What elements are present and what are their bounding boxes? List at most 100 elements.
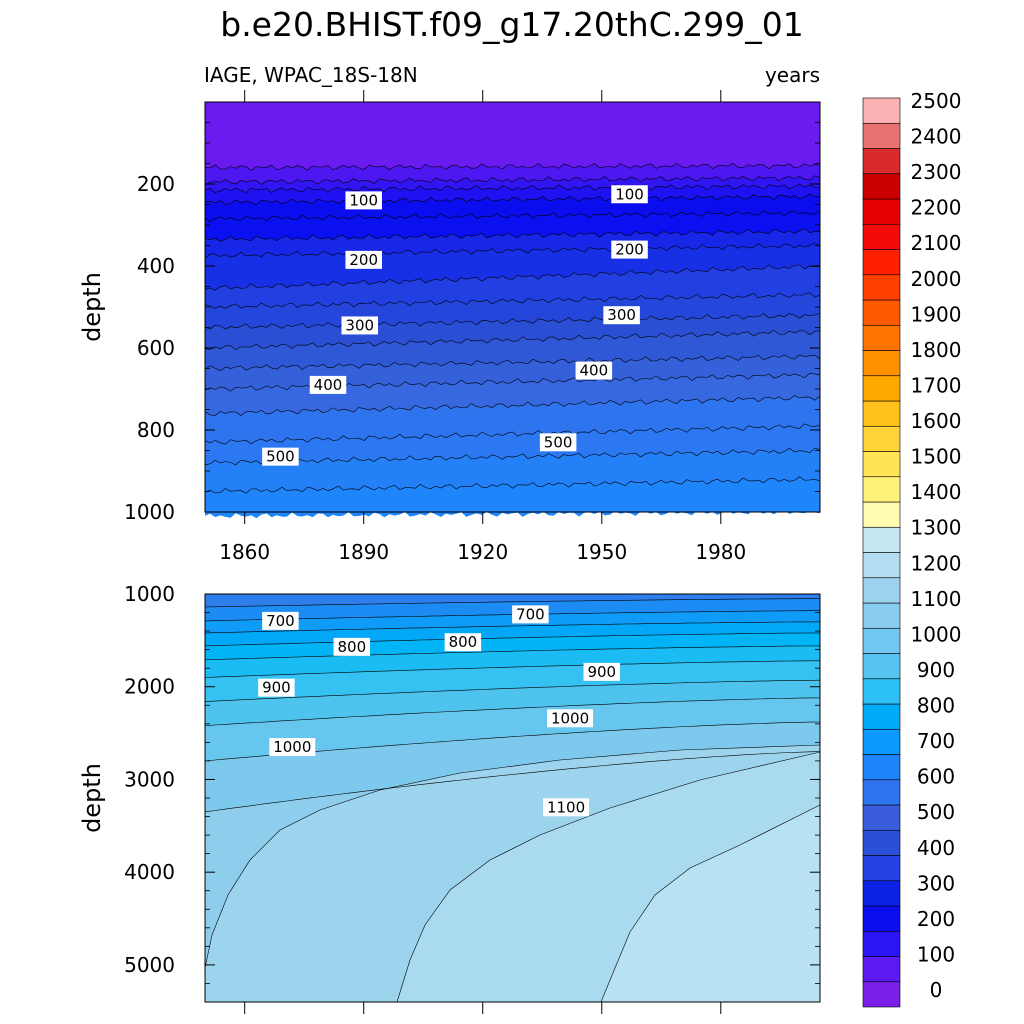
deep-contour-line: [204, 660, 820, 678]
upper-contour-label: 400: [314, 376, 343, 394]
colorbar-swatch: [862, 249, 901, 276]
colorbar-swatch: [862, 274, 901, 301]
colorbar-swatch: [862, 653, 901, 680]
deep-contour-label-bg: [333, 637, 371, 656]
deep-contour-line: [204, 645, 821, 661]
upper-contour-label: 200: [615, 241, 644, 259]
colorbar-swatch: [862, 425, 901, 452]
colorbar-swatch: [862, 350, 901, 377]
colorbar-swatch: [862, 880, 901, 907]
colorbar-label: 800: [917, 694, 955, 718]
upper-contour-line: [204, 183, 821, 193]
upper-y-axis-label: depth: [78, 272, 106, 342]
upper-y-tick-label: 400: [137, 254, 175, 278]
colorbar-label: 600: [917, 765, 955, 789]
colorbar-label: 200: [917, 907, 955, 931]
colorbar-swatch: [862, 122, 901, 149]
colorbar-swatch: [862, 703, 901, 730]
upper-contour-label-bg: [611, 185, 648, 204]
colorbar-swatch: [862, 97, 901, 124]
colorbar-label: 0: [930, 978, 943, 1002]
upper-contour-line: [204, 423, 821, 445]
upper-contour-line: [204, 329, 821, 351]
colorbar-label: 1400: [911, 480, 962, 504]
colorbar-label: 1500: [911, 445, 962, 469]
deep-contour-label: 800: [449, 633, 478, 651]
upper-contour-line: [204, 292, 821, 309]
deep-contour-label-bg: [547, 709, 594, 728]
deep-y-tick-label: 1000: [124, 582, 175, 606]
upper-contour-line: [204, 354, 821, 371]
upper-contour-label-bg: [575, 361, 613, 380]
deep-contour-label: 1000: [551, 709, 589, 727]
deep-y-axis-label: depth: [78, 763, 106, 833]
deep-contour-label-bg: [583, 662, 621, 681]
colorbar-label: 100: [917, 942, 955, 966]
deep-contour-line: [204, 744, 821, 969]
deep-contour-line: [204, 632, 821, 647]
deep-contour-label: 700: [516, 605, 545, 623]
deep-y-tick-label: 4000: [124, 860, 175, 884]
deep-contour-label: 1100: [547, 798, 585, 816]
colorbar-swatch: [862, 501, 901, 528]
deep-contour-line: [204, 697, 820, 726]
deep-contour-label-bg: [269, 738, 316, 756]
upper-contour-line: [204, 372, 821, 392]
upper-contour-label: 300: [607, 306, 636, 324]
deep-contour-line: [600, 804, 821, 1003]
colorbar-label: 2500: [911, 89, 962, 113]
colorbar-swatch: [862, 173, 901, 200]
colorbar-label: 1100: [911, 587, 962, 611]
colorbar-label: 1200: [911, 551, 962, 575]
colorbar-swatch: [862, 375, 901, 402]
colorbar-swatch: [862, 930, 901, 957]
deep-contour-line: [396, 751, 821, 1003]
colorbar-swatch: [862, 324, 901, 351]
deep-contour-line: [204, 598, 821, 608]
upper-contour-label-bg: [345, 191, 382, 210]
colorbar-swatch: [862, 728, 901, 755]
upper-y-tick-label: 800: [137, 418, 175, 442]
colorbar-swatch: [862, 981, 901, 1008]
colorbar-swatch: [862, 476, 901, 503]
upper-contour-label-bg: [341, 316, 378, 335]
deep-fill-region: [601, 805, 820, 1002]
deep-contour-label-bg: [543, 798, 590, 817]
upper-contour-label: 100: [615, 185, 644, 203]
deep-contour-label: 900: [587, 663, 616, 681]
colorbar-label: 2200: [911, 196, 962, 220]
colorbar-swatch: [862, 451, 901, 478]
colorbar-swatch: [862, 198, 901, 225]
upper-contour-line: [204, 209, 821, 223]
colorbar-swatch: [862, 400, 901, 427]
deep-contour-label: 800: [337, 638, 366, 656]
upper-ocean-panel: 200 400 600 800 1000 1860 1890 1920 1950 1980 dept…: [78, 90, 821, 564]
deep-contour-label-bg: [444, 633, 482, 652]
x-tick-label: 1890: [338, 540, 389, 564]
colorbar-label: 1000: [911, 622, 962, 646]
upper-y-tick-label: 200: [137, 172, 175, 196]
chart-left-subtitle: IAGE, WPAC_18S-18N: [204, 63, 418, 87]
upper-contour-label-bg: [262, 447, 299, 466]
upper-contour-label: 200: [349, 251, 378, 269]
upper-contour-line: [204, 395, 821, 416]
upper-contour-label-bg: [603, 306, 640, 325]
colorbar-swatch: [862, 223, 901, 250]
deep-y-tick-label: 5000: [124, 953, 175, 977]
deep-ocean-panel: 1000 2000 3000 4000 5000 depth 700 700 800 800 900…: [78, 582, 821, 1014]
deep-contour-label: 1000: [273, 738, 311, 756]
colorbar-label: 900: [917, 658, 955, 682]
colorbar-swatch: [862, 855, 901, 882]
colorbar-swatch: [862, 905, 901, 932]
colorbar-label: 1800: [911, 338, 962, 362]
deep-contour-line: [204, 751, 821, 813]
upper-contour-line: [204, 175, 821, 185]
colorbar-label: 400: [917, 836, 955, 860]
colorbar-swatch: [862, 577, 901, 604]
upper-y-tick-label: 1000: [124, 500, 175, 524]
colorbar-swatch: [862, 829, 901, 856]
colorbar-swatch: [862, 627, 901, 654]
colorbar-label: 500: [917, 800, 955, 824]
x-tick-label: 1950: [576, 540, 627, 564]
